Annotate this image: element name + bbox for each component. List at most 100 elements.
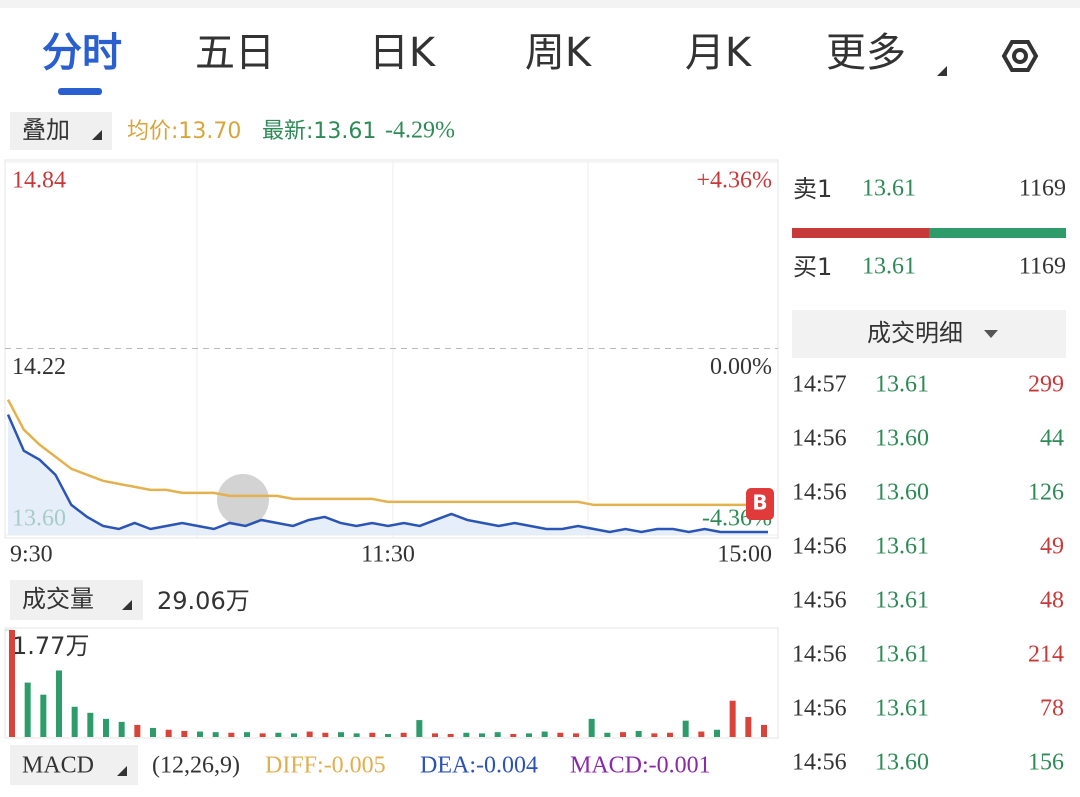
trade-price: 13.60 [875,750,929,776]
macd-button[interactable] [10,745,138,785]
trades-title: 成交明细 [867,319,963,347]
sell-volume: 1169 [1019,176,1066,202]
volume-bar [259,733,266,737]
trade-price: 13.61 [875,642,929,668]
y2-tick-label: 0.00% [710,354,772,380]
macd-diff: DIFF:-0.005 [265,753,386,779]
trade-time: 14:56 [792,750,847,776]
volume-bar [729,700,736,737]
y2-tick-label: +4.36% [696,168,772,194]
volume-bar [667,732,673,737]
volume-bar [635,730,642,737]
sell-price: 13.61 [862,176,916,202]
volume-bar [103,718,109,737]
latest-price: 最新:13.61 [262,119,376,144]
volume-bar [400,732,407,737]
tab[interactable]: 周K [525,30,593,76]
dropdown-arrow [117,766,127,776]
macd-value: MACD:-0.001 [570,753,711,779]
volume-bar [557,732,564,737]
dropdown-arrow [122,600,132,610]
trade-price: 13.61 [875,372,929,398]
buy-bar [929,228,1066,238]
volume-bar [526,733,532,737]
volume-bar [197,731,203,737]
tab-underline [58,88,102,95]
volume-bar [479,733,485,737]
tab[interactable]: 月K [685,30,753,76]
tab[interactable]: 日K [369,30,437,76]
volume-bar [385,733,391,737]
trade-volume: 49 [1040,534,1064,560]
series-line [6,399,768,507]
volume-bar [651,733,658,737]
macd-dea: DEA:-0.004 [420,753,538,779]
trade-time: 14:56 [792,534,847,560]
volume-button[interactable] [10,580,143,620]
trade-price: 13.60 [875,426,929,452]
trade-time: 14:57 [792,372,847,398]
buy-price: 13.61 [862,254,916,280]
trade-volume: 299 [1028,372,1064,398]
volume-bar [620,732,626,737]
top-bar [0,0,1080,8]
trade-volume: 214 [1028,642,1064,668]
volume-bar [275,732,282,737]
marker-badge[interactable] [746,488,774,520]
volume-bar [9,630,15,737]
volume-bar [714,729,720,737]
x-tick-label: 11:30 [361,542,415,568]
overlay-button[interactable] [10,112,112,150]
change: -4.29% [385,118,455,144]
volume-bar [306,731,313,737]
volume-bar [118,721,125,737]
volume-bar [447,733,454,737]
macd-label: MACD [22,753,94,779]
volume-frame [4,627,779,739]
x-tick-label: 9:30 [10,542,53,568]
volume-bar [432,733,438,737]
more-arrow [937,66,947,76]
tab[interactable]: 分时 [42,30,122,76]
volume-bar [416,720,423,737]
buy-volume: 1169 [1019,254,1066,280]
trade-volume: 78 [1040,696,1064,722]
trades-button[interactable] [792,310,1066,358]
volume-bar [40,694,47,737]
volume-bar [353,733,360,737]
float-icon[interactable] [217,474,269,526]
volume-bar [134,724,141,737]
price-area [8,414,768,535]
settings-icon[interactable] [1001,40,1039,72]
sell-label: 卖1 [793,175,832,203]
tab[interactable]: 五日 [195,30,275,76]
volume-bar [165,729,172,737]
trade-price: 13.61 [875,696,929,722]
trade-price: 13.60 [875,480,929,506]
volume-title: 成交量 [22,585,94,613]
trade-time: 14:56 [792,696,847,722]
tab[interactable]: 更多 [826,30,906,76]
volume-bar [604,732,611,737]
volume-bar [761,724,767,737]
volume-bar [181,730,188,737]
buy-label: 买1 [793,253,832,281]
volume-bar [510,733,517,737]
volume-bar [588,718,595,737]
volume-bar [541,731,548,737]
trade-volume: 48 [1040,588,1064,614]
settings-icon-dot [1012,48,1028,64]
volume-bar [24,682,31,737]
avg-price: 均价:13.70 [127,119,241,144]
volume-bar [369,732,376,737]
y-tick-label: 1.77万 [12,632,89,660]
volume-bar [56,670,62,737]
volume-bar [338,732,344,737]
volume-bar [745,717,752,737]
volume-bar [228,732,235,737]
trade-price: 13.61 [875,588,929,614]
volume-bar [212,732,219,737]
trade-time: 14:56 [792,588,847,614]
trade-volume: 126 [1028,480,1064,506]
